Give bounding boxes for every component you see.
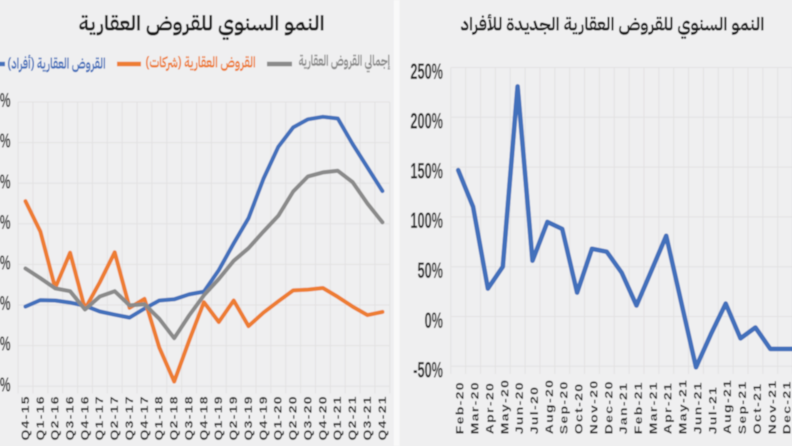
svg-text:200%: 200%	[410, 109, 443, 133]
svg-text:Q3-19: Q3-19	[241, 395, 254, 440]
svg-text:Aug-21: Aug-21	[720, 379, 733, 435]
svg-text:Q4-19: Q4-19	[256, 395, 269, 440]
svg-text:Q4-17: Q4-17	[137, 395, 150, 440]
svg-text:Sep-21: Sep-21	[735, 380, 748, 434]
svg-text:Q4-21: Q4-21	[375, 395, 388, 440]
svg-text:Q4-18: Q4-18	[197, 395, 210, 440]
svg-text:Oct-20: Oct-20	[572, 383, 585, 435]
svg-text:Apr-20: Apr-20	[483, 382, 496, 434]
svg-text:Feb-21: Feb-21	[631, 381, 644, 434]
svg-text:Q1-16: Q1-16	[33, 395, 46, 440]
svg-text:Nov-20: Nov-20	[587, 380, 600, 435]
svg-text:Q3-21: Q3-21	[360, 395, 373, 440]
svg-text:Jul-21: Jul-21	[706, 386, 719, 435]
svg-text:150%: 150%	[410, 159, 443, 183]
svg-text:Aug-20: Aug-20	[542, 379, 555, 435]
svg-text:Q3-17: Q3-17	[122, 395, 135, 440]
svg-text:Q1-19: Q1-19	[211, 395, 224, 440]
svg-text:Q2-20: Q2-20	[286, 395, 299, 440]
svg-text:Jan-21: Jan-21	[616, 382, 629, 434]
svg-text:Q2-19: Q2-19	[226, 395, 239, 440]
svg-text:Dec-21: Dec-21	[780, 380, 792, 434]
svg-text:Q2-21: Q2-21	[345, 395, 358, 440]
svg-text:30%: 30%	[0, 212, 11, 234]
svg-text:Mar-21: Mar-21	[646, 381, 659, 434]
svg-text:Jul-20: Jul-20	[527, 386, 540, 435]
svg-text:May-20: May-20	[498, 379, 511, 435]
svg-text:Q4-16: Q4-16	[78, 395, 91, 440]
svg-text:Oct-21: Oct-21	[750, 383, 763, 435]
svg-text:Q2-17: Q2-17	[107, 395, 120, 440]
svg-text:Q2-16: Q2-16	[48, 395, 61, 440]
svg-text:Sep-20: Sep-20	[557, 380, 570, 434]
svg-text:May-21: May-21	[676, 379, 689, 435]
svg-text:40%: 40%	[0, 171, 11, 193]
svg-text:-50%: -50%	[413, 358, 443, 382]
svg-text:Q3-18: Q3-18	[182, 395, 195, 440]
svg-text:250%: 250%	[410, 59, 443, 83]
svg-text:Q3-20: Q3-20	[301, 395, 314, 440]
svg-text:Jun-21: Jun-21	[691, 381, 704, 434]
svg-text:50%: 50%	[0, 131, 11, 153]
svg-text:-10%: -10%	[0, 374, 11, 396]
svg-text:Q2-18: Q2-18	[167, 395, 180, 440]
svg-text:60%: 60%	[0, 90, 11, 112]
svg-text:Q4-20: Q4-20	[316, 395, 329, 440]
svg-text:Dec-20: Dec-20	[602, 380, 615, 434]
svg-text:100%: 100%	[410, 209, 443, 233]
svg-text:Apr-21: Apr-21	[661, 382, 674, 434]
svg-text:Q1-18: Q1-18	[152, 395, 165, 440]
svg-text:Mar-20: Mar-20	[468, 381, 481, 434]
svg-text:Jun-20: Jun-20	[512, 381, 525, 434]
svg-text:Feb-20: Feb-20	[453, 381, 466, 434]
svg-text:10%: 10%	[0, 293, 11, 315]
svg-text:Q3-16: Q3-16	[63, 395, 76, 440]
svg-text:Q1-21: Q1-21	[330, 395, 343, 440]
svg-text:50%: 50%	[417, 258, 443, 282]
svg-text:Nov-21: Nov-21	[765, 380, 778, 435]
svg-text:Q1-20: Q1-20	[271, 395, 284, 440]
svg-text:Q4-15: Q4-15	[18, 395, 31, 440]
svg-text:20%: 20%	[0, 253, 11, 275]
svg-text:0%: 0%	[425, 308, 443, 332]
svg-text:Q1-17: Q1-17	[92, 395, 105, 440]
svg-text:0%: 0%	[0, 334, 11, 356]
